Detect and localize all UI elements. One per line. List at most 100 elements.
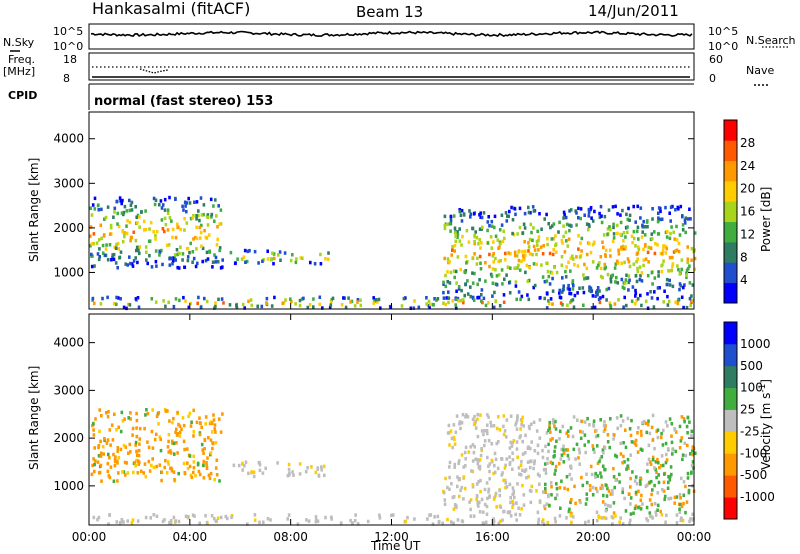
range-gate-cell [515, 440, 519, 444]
range-gate-cell [625, 467, 628, 471]
freq-tick-bottom: 8 [63, 72, 70, 85]
range-gate-cell [183, 217, 186, 221]
range-gate-cell [537, 248, 540, 252]
range-gate-cell [606, 227, 610, 231]
range-gate-cell [680, 258, 684, 262]
freq-panel [88, 52, 695, 81]
range-gate-cell [219, 208, 223, 212]
range-gate-cell [612, 511, 616, 515]
range-gate-cell [584, 502, 588, 506]
range-gate-cell [585, 266, 589, 271]
range-gate-cell [150, 265, 154, 269]
range-gate-cell [442, 296, 446, 300]
range-gate-cell [577, 216, 580, 220]
range-gate-cell [218, 479, 221, 483]
range-gate-cell [685, 305, 689, 310]
range-gate-cell [178, 424, 182, 428]
range-gate-cell [602, 423, 606, 428]
range-gate-cell [627, 260, 631, 264]
range-gate-cell [670, 422, 674, 426]
range-gate-cell [550, 237, 554, 241]
range-gate-cell [322, 464, 326, 469]
range-gate-cell [253, 513, 257, 517]
range-gate-cell [599, 266, 603, 271]
range-gate-cell [634, 291, 638, 296]
range-gate-cell [659, 435, 663, 440]
range-gate-cell [151, 408, 154, 412]
range-gate-cell [609, 492, 613, 496]
range-gate-cell [464, 415, 467, 419]
range-gate-cell [548, 504, 551, 508]
range-gate-cell [646, 462, 649, 466]
range-gate-cell [248, 248, 251, 253]
y-tick-label: 1000 [53, 265, 84, 279]
range-gate-cell [582, 290, 586, 295]
range-gate-cell [182, 423, 186, 428]
range-gate-cell [576, 291, 579, 295]
range-gate-cell [570, 466, 573, 470]
range-gate-cell [349, 300, 352, 304]
range-gate-cell [158, 253, 161, 257]
range-gate-cell [652, 305, 656, 309]
range-gate-cell [191, 513, 195, 517]
range-gate-cell [452, 521, 455, 525]
range-gate-cell [494, 299, 498, 303]
range-gate-cell [629, 485, 632, 489]
range-gate-cell [628, 427, 632, 431]
range-gate-cell [528, 237, 532, 242]
range-gate-cell [106, 295, 109, 300]
range-gate-cell [630, 299, 634, 303]
range-gate-cell [459, 267, 462, 272]
range-gate-cell [304, 469, 308, 474]
range-gate-cell [436, 297, 440, 301]
range-gate-cell [477, 458, 480, 463]
range-gate-cell [108, 428, 112, 432]
range-gate-cell [106, 461, 110, 466]
range-gate-cell [356, 522, 360, 526]
range-gate-cell [468, 209, 471, 213]
range-gate-cell [571, 515, 575, 519]
range-gate-cell [389, 305, 393, 310]
range-gate-cell [167, 439, 170, 444]
range-gate-cell [656, 435, 660, 440]
range-gate-cell [606, 232, 609, 237]
range-gate-cell [215, 458, 219, 462]
range-gate-cell [517, 290, 521, 294]
range-gate-cell [515, 420, 518, 425]
range-gate-cell [628, 492, 631, 496]
range-gate-cell [657, 274, 660, 278]
range-gate-cell [679, 502, 682, 507]
range-gate-cell [680, 295, 684, 299]
range-gate-cell [93, 207, 97, 211]
range-gate-cell [444, 273, 447, 278]
range-gate-cell [210, 514, 214, 518]
range-gate-cell [486, 496, 489, 501]
range-gate-cell [552, 247, 555, 252]
range-gate-cell [678, 287, 681, 292]
range-gate-cell [500, 473, 504, 477]
range-gate-cell [602, 451, 605, 455]
range-gate-cell [460, 485, 464, 490]
range-gate-cell [291, 253, 294, 257]
range-gate-cell [175, 441, 178, 445]
range-gate-cell [619, 414, 623, 418]
range-gate-cell [466, 279, 469, 283]
range-gate-cell [476, 412, 479, 417]
range-gate-cell [96, 252, 100, 256]
range-gate-cell [680, 436, 683, 440]
range-gate-cell [516, 232, 519, 236]
range-gate-cell [511, 218, 515, 222]
range-gate-cell [532, 420, 536, 425]
range-gate-cell [128, 303, 132, 307]
range-gate-cell [493, 214, 497, 219]
range-gate-cell [121, 230, 125, 234]
range-gate-cell [559, 296, 563, 300]
range-gate-cell [583, 277, 586, 281]
range-gate-cell [621, 522, 625, 526]
range-gate-cell [469, 498, 473, 502]
range-gate-cell [686, 260, 689, 265]
range-gate-cell [634, 438, 638, 443]
range-gate-cell [451, 248, 454, 252]
range-gate-cell [690, 246, 694, 251]
range-gate-cell [566, 429, 570, 433]
